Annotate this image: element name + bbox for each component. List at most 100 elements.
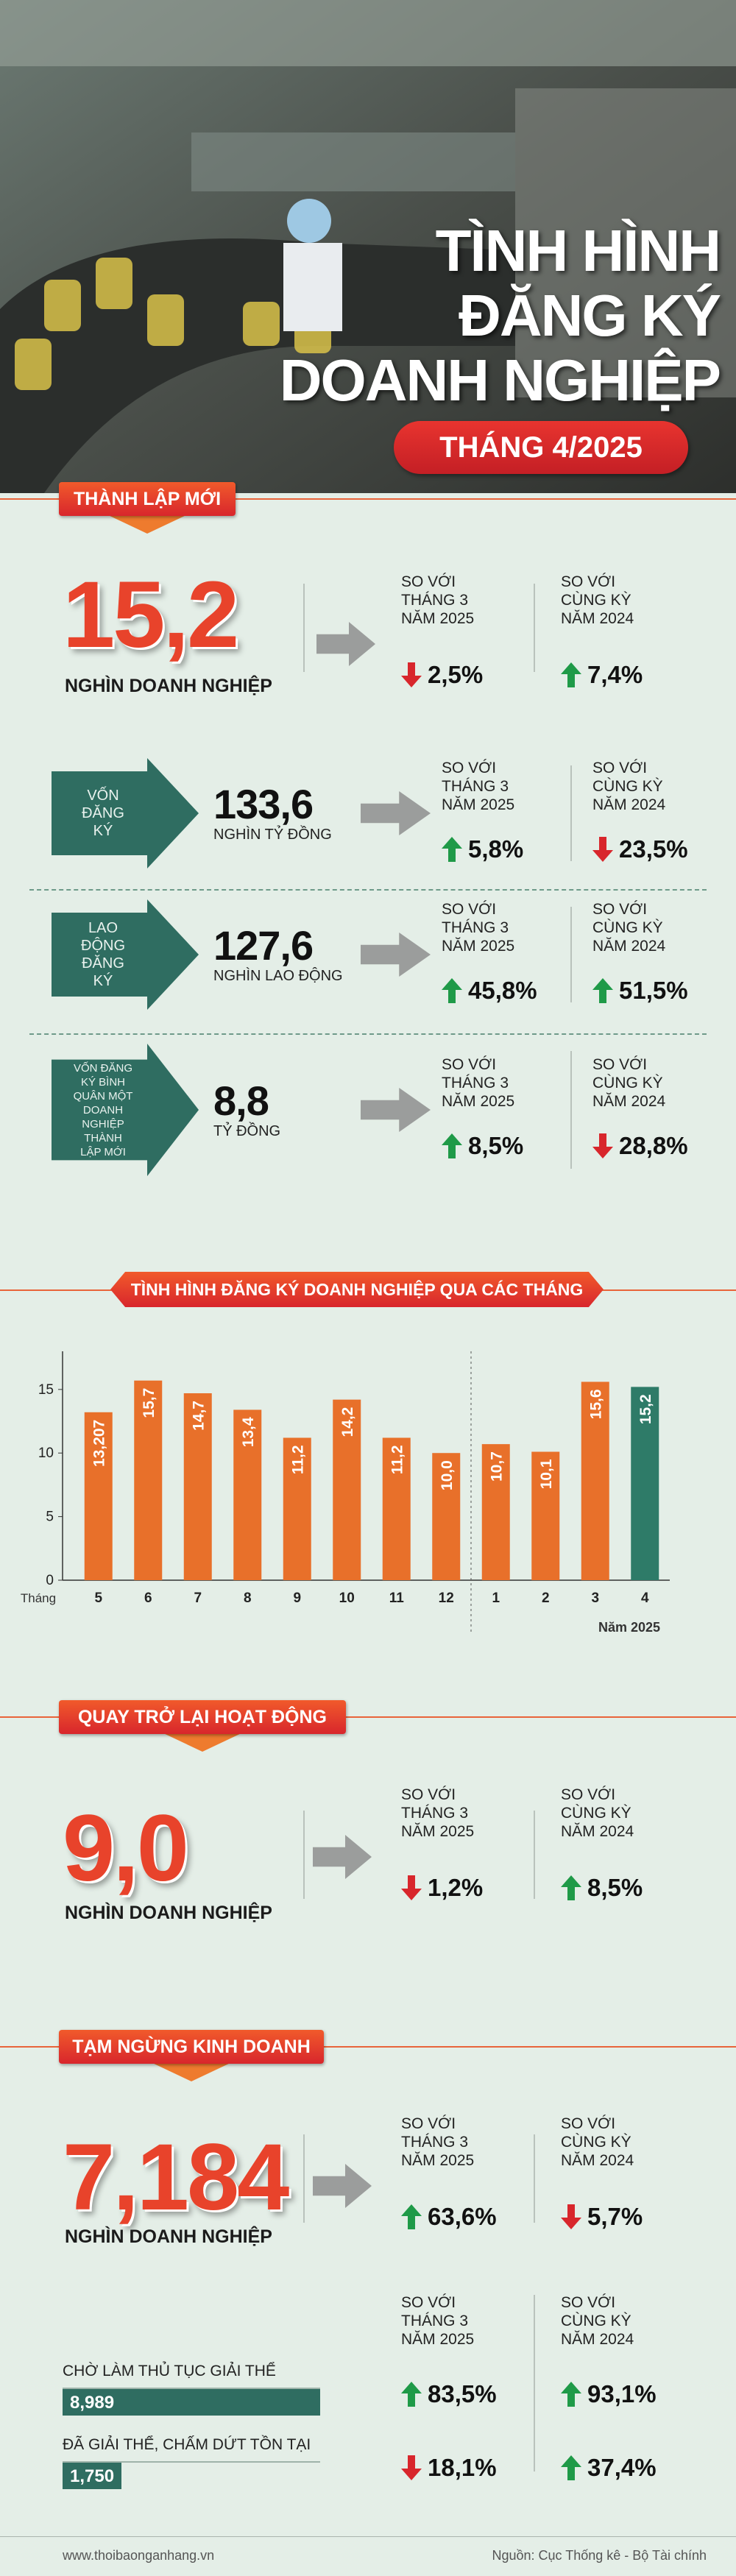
divider (570, 765, 572, 861)
x-tick-label: 11 (389, 1590, 405, 1606)
comparison-value: 37,4% (587, 2454, 657, 2481)
comparison-label: NĂM 2025 (401, 1823, 475, 1840)
arrow-up (401, 2382, 422, 2407)
bar-value-label: 15,7 (141, 1388, 158, 1418)
comparison-value: 28,8% (619, 1132, 688, 1159)
detail-unit: NGHÌN TỶ ĐỒNG (213, 827, 332, 843)
comparison-label: SO VỚI (592, 760, 648, 776)
breakdown-rule (63, 2388, 320, 2389)
arrow-up (401, 2204, 422, 2229)
arrow-down (401, 662, 422, 687)
gray-arrow-shape (361, 1088, 431, 1132)
breakdown-column-label: NĂM 2024 (561, 2331, 634, 2348)
banner-pointer (107, 514, 188, 534)
arrow-down (401, 1875, 422, 1900)
bar-value-label: 14,7 (191, 1401, 208, 1431)
label-arrow-shape (52, 758, 199, 868)
comparison-value: 5,8% (468, 835, 524, 863)
period-pill (394, 421, 688, 474)
x-tick-label: 8 (244, 1590, 252, 1606)
bar (432, 1453, 461, 1580)
arrow-down (592, 1133, 613, 1158)
banner-pointer (151, 2062, 232, 2081)
comparison-label: SO VỚI (401, 2115, 456, 2132)
gray-arrow-shape (316, 622, 375, 666)
bar-value-label: 11,2 (290, 1445, 307, 1474)
comparison-label: CÙNG KỲ (561, 1805, 631, 1822)
section-banner: QUAY TRỞ LẠI HOẠT ĐỘNG (59, 1700, 346, 1734)
section-banner: THÀNH LẬP MỚI (59, 482, 236, 516)
breakdown-column-label: SO VỚI (561, 2294, 616, 2311)
trend-arrow (442, 837, 462, 862)
trend-arrow (561, 1875, 581, 1900)
breakdown-column-label: CÙNG KỲ (561, 2313, 631, 2329)
banner-pointer-shape (162, 1733, 243, 1752)
arrow-up (442, 837, 462, 862)
year-annotation: Năm 2025 (598, 1620, 660, 1635)
trend-arrow (592, 978, 613, 1003)
trend-arrow (442, 978, 462, 1003)
bar-value-label: 15,6 (588, 1389, 605, 1419)
bar-value-label: 10,7 (489, 1451, 506, 1482)
x-tick-label: 6 (144, 1590, 152, 1606)
arrow-up (592, 978, 613, 1003)
x-tick-label: 2 (542, 1590, 550, 1606)
comparison-label: CÙNG KỲ (592, 778, 663, 795)
comparison-label: CÙNG KỲ (592, 1075, 663, 1091)
arrow-up (561, 662, 581, 687)
bar-chart: 0 5 10 15 Tháng Năm 2025 5 13,207 6 15,7 7 14,7 8 13,… (21, 1351, 670, 1635)
comparison-label: NĂM 2024 (592, 938, 666, 955)
y-tick-label: 10 (38, 1446, 54, 1461)
detail-label: VỐN (87, 788, 119, 804)
trend-arrow (442, 1133, 462, 1158)
comparison-value: 5,7% (587, 2203, 643, 2230)
gray-arrow (361, 1088, 431, 1132)
x-tick-label: 10 (339, 1590, 355, 1606)
comparison-label: NĂM 2024 (561, 610, 634, 627)
arrow-down (401, 2455, 422, 2480)
divider (534, 2134, 535, 2223)
banner-pointer-shape (151, 2062, 232, 2081)
comparison-label: SO VỚI (442, 901, 497, 918)
breakdown-column-label: THÁNG 3 (401, 2313, 469, 2329)
detail-label: DOANH (82, 1103, 124, 1117)
gray-arrow-shape (361, 791, 431, 835)
detail-number: 127,6 (213, 922, 314, 969)
comparison-label: CÙNG KỲ (561, 592, 631, 609)
comparison-label: SO VỚI (401, 1786, 456, 1803)
bar (382, 1437, 411, 1580)
x-tick-label: 1 (492, 1590, 500, 1606)
arrow-up (442, 978, 462, 1003)
detail-label: KÝ (93, 823, 113, 839)
breakdown-label: CHỜ LÀM THỦ TỤC GIẢI THỂ (63, 2363, 276, 2379)
trend-arrow (561, 662, 581, 687)
detail-label: LAO (88, 920, 118, 936)
banner-pointer (162, 1733, 243, 1752)
detail-label: ĐĂNG (82, 805, 124, 821)
label-arrow (52, 1044, 199, 1176)
divider (570, 907, 572, 1002)
comparison-value: 23,5% (619, 835, 688, 863)
footer-source: Nguồn: Cục Thống kê - Bộ Tài chính (492, 2548, 707, 2563)
comparison-value: 18,1% (428, 2454, 497, 2481)
section-banner: TẠM NGỪNG KINH DOANH (59, 2030, 324, 2064)
arrow-up (442, 1133, 462, 1158)
detail-unit: NGHÌN LAO ĐỘNG (213, 968, 343, 984)
comparison-label: SO VỚI (561, 573, 616, 590)
comparison-value: 8,5% (468, 1132, 524, 1159)
trend-arrow (401, 2204, 422, 2229)
arrow-up (561, 2382, 581, 2407)
detail-unit: TỶ ĐỒNG (213, 1123, 281, 1139)
bar (333, 1399, 361, 1580)
trend-arrow (561, 2382, 581, 2407)
detail-label: LẬP MỚI (80, 1145, 126, 1158)
header-photo (0, 0, 736, 493)
banner-pointer-shape (107, 514, 188, 534)
comparison-label: THÁNG 3 (401, 1805, 469, 1822)
gray-arrow (313, 1835, 372, 1879)
bar-value-label: 11,2 (389, 1445, 406, 1474)
row-separator (29, 889, 707, 891)
comparison-label: NĂM 2024 (561, 2152, 634, 2169)
comparison-label: NĂM 2025 (442, 796, 515, 813)
